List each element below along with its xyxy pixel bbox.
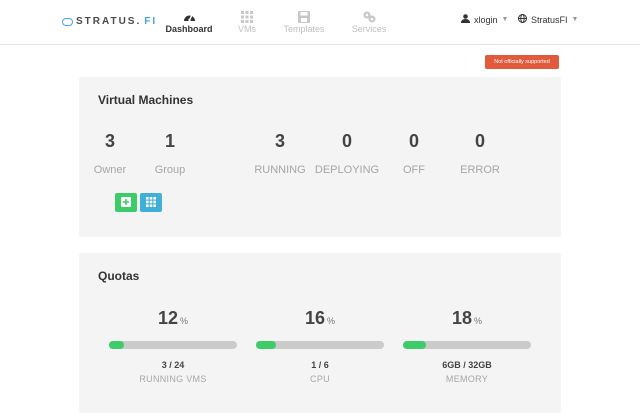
quota-percent: 16% [255, 308, 385, 329]
nav-vms-label: VMs [238, 24, 256, 34]
quota-usage: 6GB / 32GB [442, 360, 492, 370]
quotas-panel: Quotas 12% 3 / 24 RUNNING VMS 16% 1 / 6 … [79, 253, 561, 413]
top-navbar: STRATUS. FI Dashboard VMs [0, 0, 640, 45]
quota-percent: 12% [108, 308, 238, 329]
stat-off[interactable]: 0 OFF [379, 131, 449, 176]
logo-text: STRATUS. [76, 16, 142, 27]
stat-label: OFF [403, 164, 425, 176]
save-icon [298, 11, 310, 23]
add-vm-button[interactable] [115, 193, 137, 212]
stat-group[interactable]: 1 Group [135, 131, 205, 176]
quota-caption: CPU [310, 374, 330, 384]
quota-usage: 1 / 6 [311, 360, 329, 370]
quota-progress-fill [109, 341, 125, 349]
stat-deploying[interactable]: 0 DEPLOYING [312, 131, 382, 176]
zone-label: StratusFI [531, 14, 568, 25]
quota-percent-value: 12 [157, 308, 178, 328]
chevron-down-icon: ▼ [501, 16, 509, 23]
chevron-down-icon: ▼ [571, 16, 579, 23]
quota-percent: 18% [402, 308, 532, 329]
quota-usage: 3 / 24 [161, 360, 185, 370]
quota-progress-fill [256, 341, 277, 349]
quota-progress-bar [109, 341, 237, 349]
stat-value: 0 [474, 131, 485, 151]
quota-caption: MEMORY [445, 374, 489, 384]
quota-running-vms: 12% 3 / 24 RUNNING VMS [108, 308, 238, 384]
nav-vms[interactable]: VMs [212, 11, 282, 34]
stat-value: 3 [104, 131, 115, 151]
stat-error[interactable]: 0 ERROR [445, 131, 515, 176]
stat-owner[interactable]: 3 Owner [75, 131, 145, 176]
stat-value: 0 [408, 131, 419, 151]
zone-menu[interactable]: StratusFI ▼ [518, 14, 578, 25]
globe-icon [518, 14, 527, 25]
nav-services[interactable]: Services [334, 11, 404, 34]
user-menu[interactable]: xlogin ▼ [461, 14, 508, 25]
not-supported-badge: Not officially supported [485, 55, 559, 69]
nav-templates-label: Templates [283, 24, 325, 34]
dashboard-gauge-icon [183, 11, 196, 23]
stat-label: ERROR [460, 164, 500, 176]
quota-percent-unit: % [180, 316, 189, 326]
grid-icon [146, 194, 156, 212]
user-icon [461, 14, 470, 25]
cloud-icon [62, 17, 73, 26]
stat-value: 3 [274, 131, 285, 151]
nav-dashboard-label: Dashboard [165, 24, 213, 34]
quota-percent-unit: % [327, 316, 336, 326]
stat-running[interactable]: 3 RUNNING [245, 131, 315, 176]
stat-label: DEPLOYING [314, 164, 380, 176]
logo-suffix: FI [144, 16, 158, 27]
services-icon [363, 11, 376, 23]
stat-value: 0 [341, 131, 352, 151]
stat-label: Owner [93, 164, 127, 176]
quota-percent-value: 18 [451, 308, 472, 328]
user-label: xlogin [474, 14, 498, 25]
quota-progress-fill [403, 341, 427, 349]
nav-templates[interactable]: Templates [269, 11, 339, 34]
quota-progress-bar [403, 341, 531, 349]
plus-icon [121, 194, 131, 212]
stat-label: Group [154, 164, 186, 176]
quota-percent-value: 16 [304, 308, 325, 328]
panel-title: Quotas [98, 269, 140, 283]
virtual-machines-panel: Virtual Machines 3 Owner 1 Group 3 RUNNI… [79, 77, 561, 237]
nav-dashboard[interactable]: Dashboard [154, 11, 224, 34]
quota-caption: RUNNING VMS [139, 374, 207, 384]
nav-services-label: Services [351, 24, 387, 34]
quota-progress-bar [256, 341, 384, 349]
list-vms-button[interactable] [140, 193, 162, 212]
stat-label: RUNNING [254, 164, 306, 176]
quota-memory: 18% 6GB / 32GB MEMORY [402, 308, 532, 384]
quota-percent-unit: % [474, 316, 483, 326]
stat-value: 1 [164, 131, 175, 151]
panel-title: Virtual Machines [98, 93, 194, 107]
stratus-logo[interactable]: STRATUS. FI [62, 16, 157, 27]
quota-cpu: 16% 1 / 6 CPU [255, 308, 385, 384]
grid-icon [241, 11, 253, 23]
